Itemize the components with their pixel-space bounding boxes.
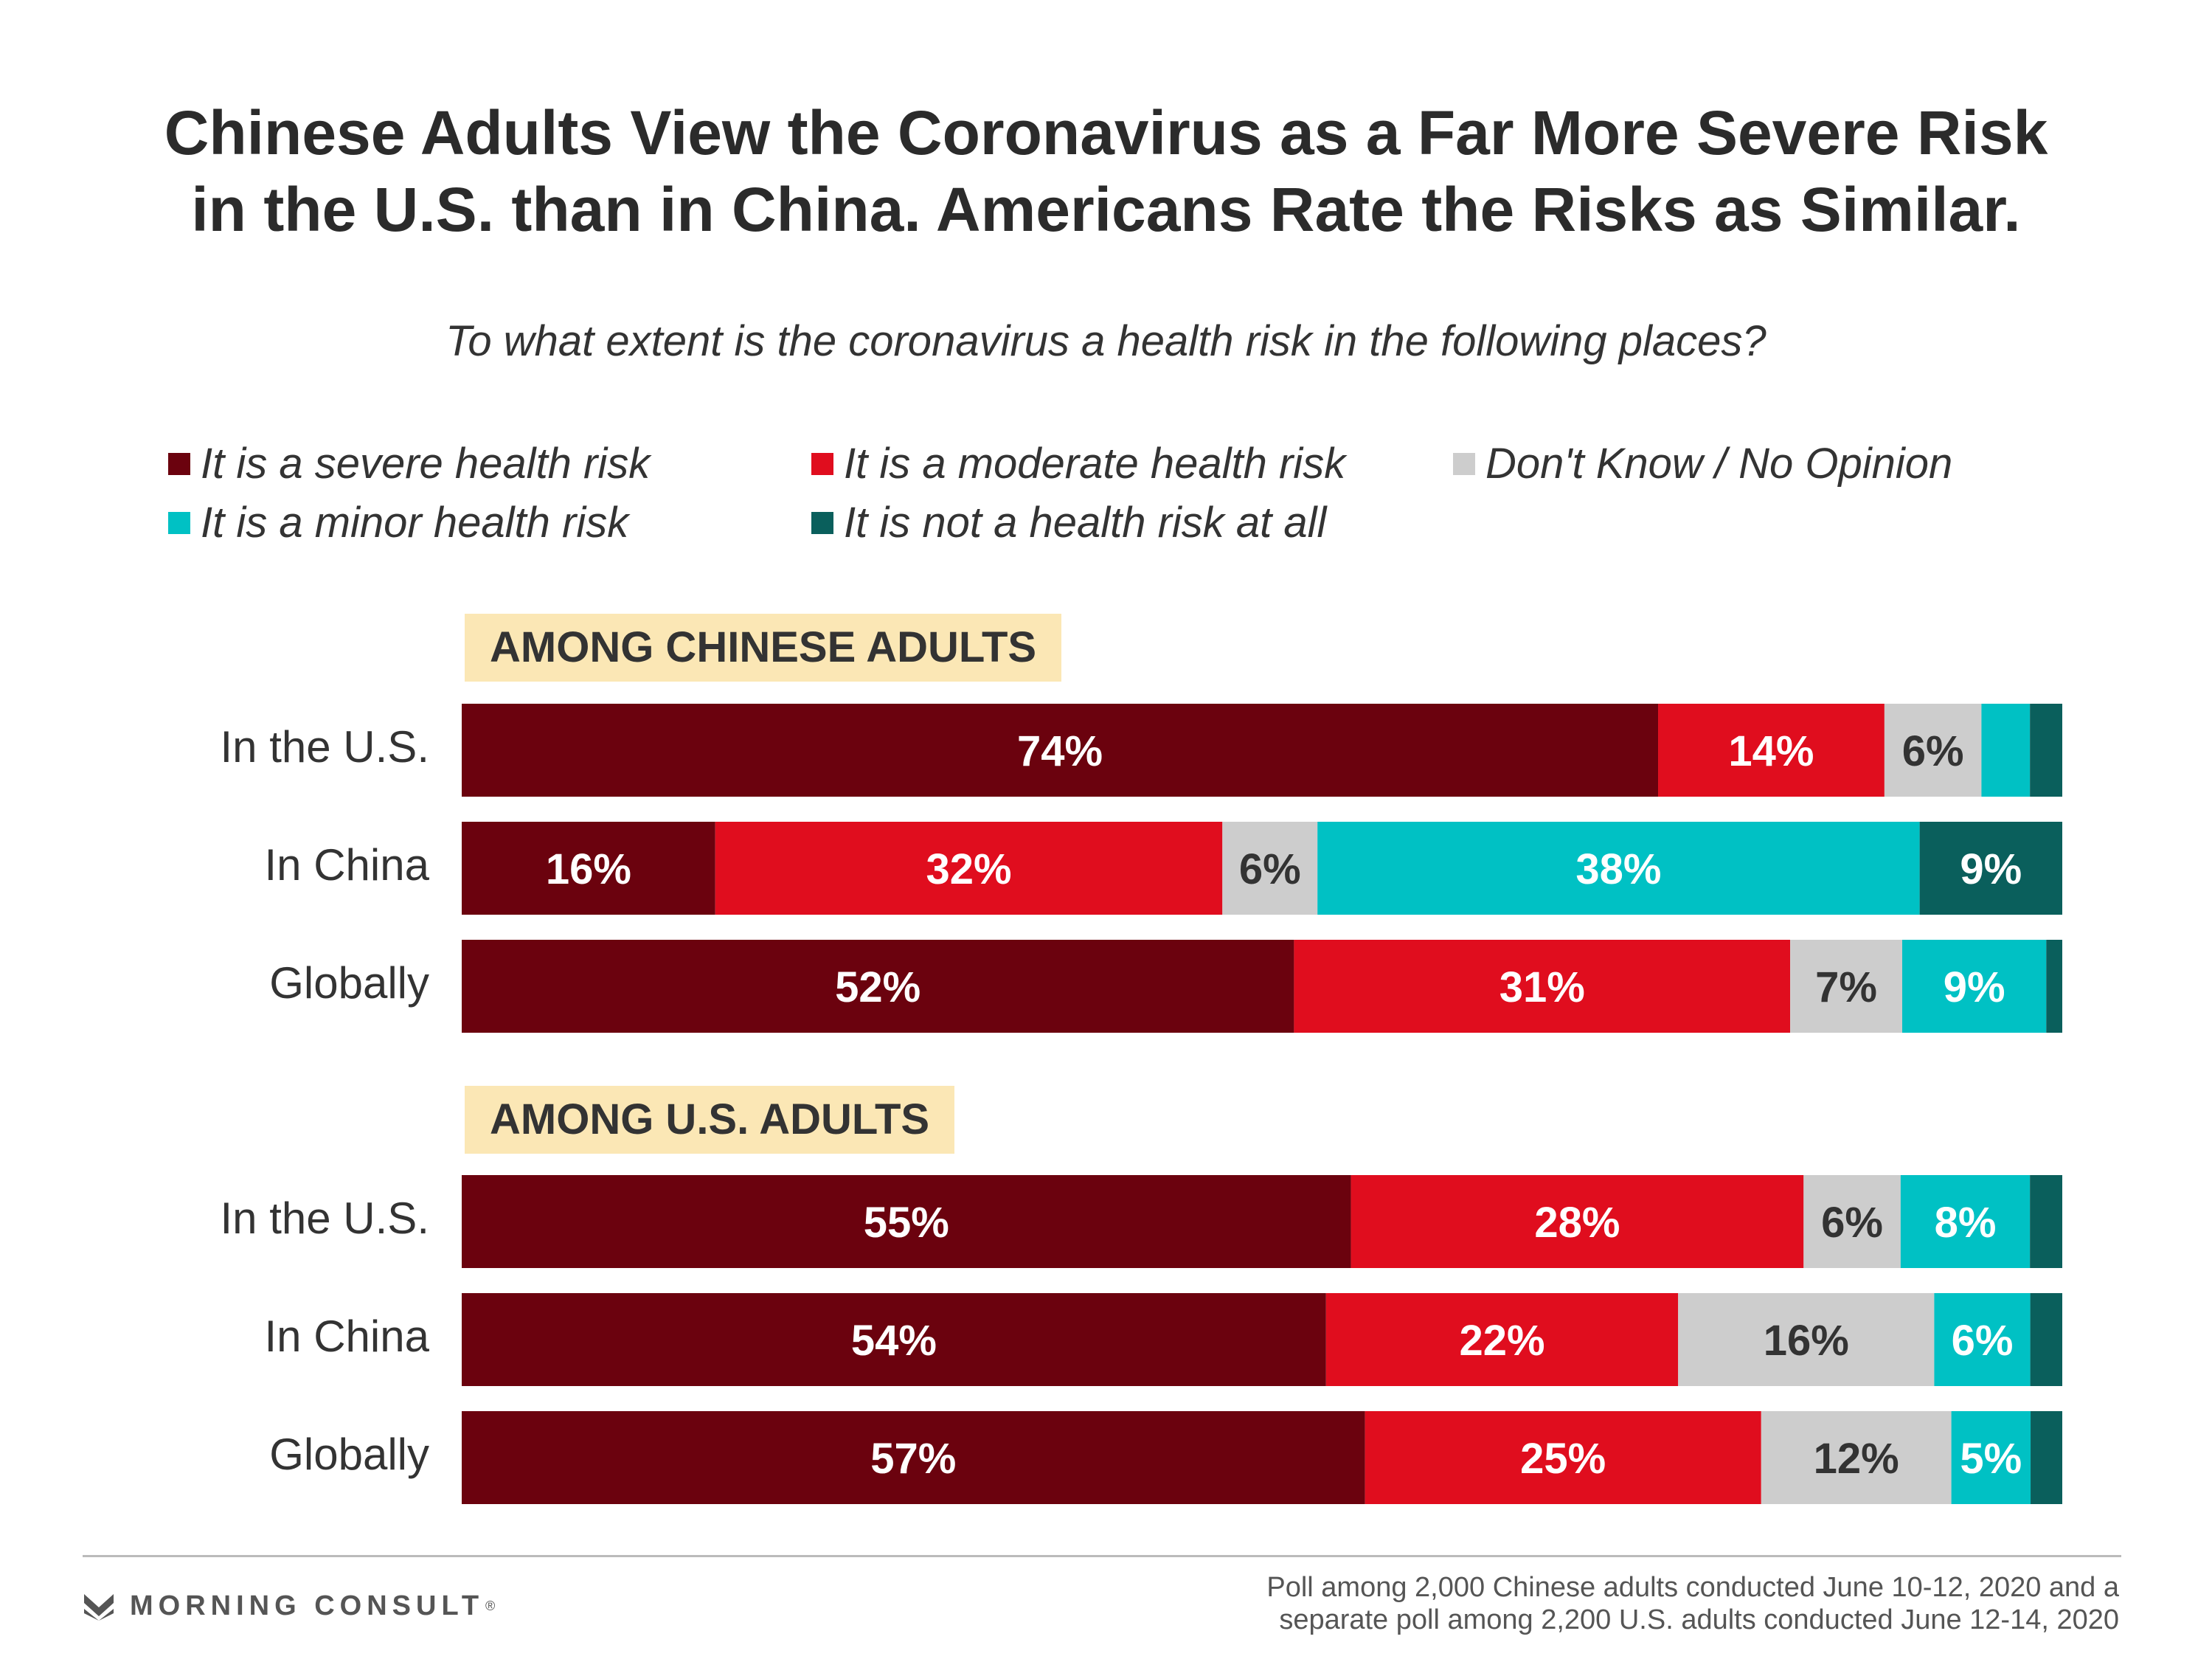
bar-segment-not-at-all	[2030, 704, 2062, 797]
bar-segment-not-at-all	[2030, 1175, 2062, 1268]
bar-segment-minor	[1317, 822, 1920, 915]
brand-name: MORNING CONSULT	[130, 1590, 485, 1621]
chart-title-line2: in the U.S. than in China. Americans Rat…	[191, 175, 2021, 244]
chart-title-line1: Chinese Adults View the Coronavirus as a…	[164, 98, 2048, 167]
brand-registered-mark: ®	[485, 1599, 496, 1613]
bar-segment-dont-know	[1678, 1293, 1935, 1386]
data-label: 28%	[1534, 1199, 1620, 1247]
bar-segment-dont-know	[1222, 822, 1318, 915]
footer-divider	[83, 1555, 2121, 1557]
data-label: 52%	[835, 963, 920, 1011]
bar-segment-minor	[1981, 704, 2031, 797]
data-label: 25%	[1520, 1435, 1606, 1483]
bar-segment-severe	[462, 704, 1659, 797]
data-label: 5%	[1960, 1435, 2022, 1483]
bar-segment-severe	[462, 822, 715, 915]
data-label: 55%	[864, 1199, 949, 1247]
footnote-line2: separate poll among 2,200 U.S. adults co…	[1279, 1604, 2119, 1635]
legend-swatch-not-at-all	[811, 512, 833, 534]
bar-segment-severe	[462, 1293, 1326, 1386]
bar-segment-moderate	[1365, 1411, 1761, 1504]
legend-swatch-moderate	[811, 453, 833, 475]
bar-segment-moderate	[715, 822, 1223, 915]
legend-item-moderate: It is a moderate health risk	[811, 438, 1345, 490]
data-label: 12%	[1814, 1435, 1899, 1483]
data-label: 16%	[546, 845, 631, 893]
brand-logo: MORNING CONSULT ®	[83, 1590, 495, 1622]
bar-segment-moderate	[1351, 1175, 1804, 1268]
legend-swatch-dont-know	[1453, 453, 1475, 475]
bar-segment-not-at-all	[1919, 822, 2062, 915]
bar-segment-severe	[462, 1411, 1365, 1504]
data-label: 32%	[926, 845, 1011, 893]
data-label: 54%	[851, 1317, 937, 1365]
legend-label-dont-know: Don't Know / No Opinion	[1485, 440, 1953, 488]
row-label: Globally	[269, 1430, 429, 1479]
group-label-chinese-adults: AMONG CHINESE ADULTS	[465, 614, 1062, 682]
chart-title: Chinese Adults View the Coronavirus as a…	[0, 94, 2212, 248]
data-label: 57%	[870, 1435, 956, 1483]
bar-segment-moderate	[1325, 1293, 1679, 1386]
row-label: In the U.S.	[220, 1194, 429, 1243]
data-label: 8%	[1935, 1199, 1997, 1247]
bar-segment-minor	[1951, 1411, 2031, 1504]
bar-segment-minor	[1934, 1293, 2031, 1386]
data-label: 7%	[1815, 963, 1877, 1011]
row-label: In the U.S.	[220, 722, 429, 772]
bar-segment-dont-know	[1761, 1411, 1952, 1504]
legend-item-minor: It is a minor health risk	[168, 497, 628, 549]
row-label: Globally	[269, 958, 429, 1008]
data-label: 9%	[1960, 845, 2022, 893]
data-label: 6%	[1239, 845, 1301, 893]
legend-item-severe: It is a severe health risk	[168, 438, 650, 490]
bar-segment-severe	[462, 940, 1294, 1033]
row-label: In China	[264, 1312, 429, 1361]
bar-segment-not-at-all	[2030, 1293, 2062, 1386]
bar-segment-moderate	[1658, 704, 1885, 797]
legend-label-minor: It is a minor health risk	[201, 499, 629, 547]
bar-segment-dont-know	[1790, 940, 1902, 1033]
bar-segment-dont-know	[1884, 704, 1982, 797]
row-label: In China	[264, 840, 429, 890]
bar-segment-not-at-all	[2046, 940, 2062, 1033]
legend-label-not-at-all: It is not a health risk at all	[844, 499, 1327, 547]
chart-subtitle: To what extent is the coronavirus a heal…	[445, 317, 1767, 365]
footnote: Poll among 2,000 Chinese adults conducte…	[1266, 1571, 2119, 1636]
group-label-us-adults: AMONG U.S. ADULTS	[465, 1086, 955, 1154]
legend-item-not-at-all: It is not a health risk at all	[811, 497, 1326, 549]
data-label: 14%	[1728, 727, 1814, 775]
bar-segment-minor	[1902, 940, 2047, 1033]
bar-segment-severe	[462, 1175, 1351, 1268]
bar-segment-not-at-all	[2031, 1411, 2062, 1504]
legend-swatch-minor	[168, 512, 190, 534]
bar-segment-minor	[1900, 1175, 2031, 1268]
legend-label-moderate: It is a moderate health risk	[844, 440, 1346, 488]
data-label: 6%	[1952, 1317, 2014, 1365]
data-label: 74%	[1017, 727, 1103, 775]
data-label: 22%	[1459, 1317, 1544, 1365]
data-label: 6%	[1902, 727, 1964, 775]
legend-item-dont-know: Don't Know / No Opinion	[1453, 438, 1952, 490]
data-label: 31%	[1499, 963, 1585, 1011]
data-label: 16%	[1764, 1317, 1849, 1365]
legend-swatch-severe	[168, 453, 190, 475]
data-label: 38%	[1575, 845, 1661, 893]
bar-segment-moderate	[1294, 940, 1791, 1033]
morning-consult-logo-icon	[84, 1593, 114, 1621]
bar-segment-dont-know	[1803, 1175, 1901, 1268]
data-label: 6%	[1821, 1199, 1883, 1247]
data-label: 9%	[1944, 963, 2005, 1011]
footnote-line1: Poll among 2,000 Chinese adults conducte…	[1266, 1572, 2119, 1603]
legend-label-severe: It is a severe health risk	[201, 440, 651, 488]
